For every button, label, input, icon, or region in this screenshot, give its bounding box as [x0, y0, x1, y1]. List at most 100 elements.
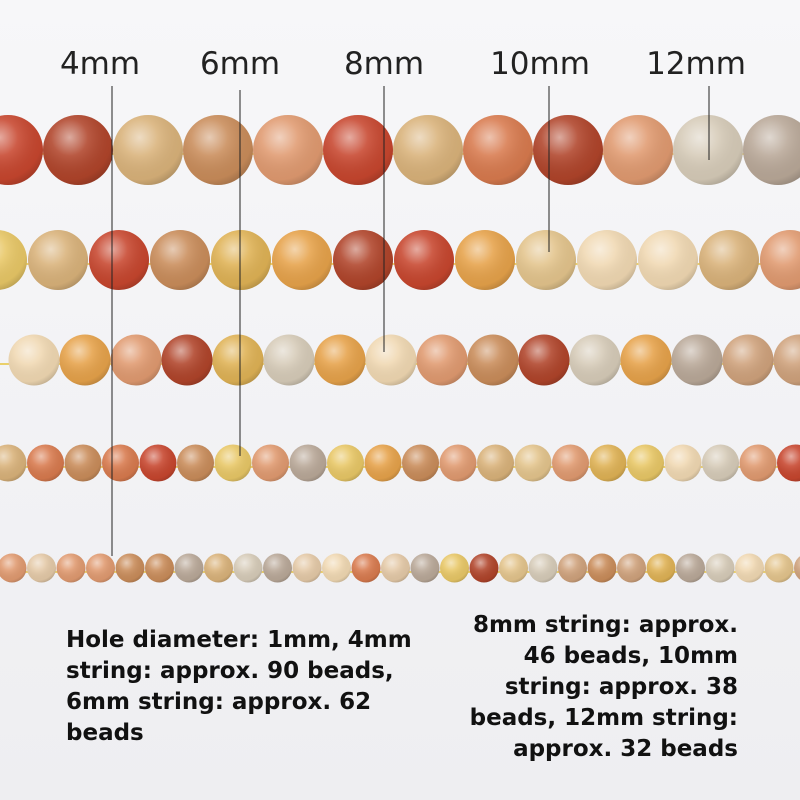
- bead-shine: [263, 334, 315, 386]
- text-line: string: approx. 38: [505, 674, 738, 700]
- bead-shine: [603, 115, 673, 185]
- text-line: beads: [66, 720, 144, 746]
- bead-shine: [161, 334, 213, 386]
- bead-shine: [402, 444, 439, 482]
- bead-shine: [676, 553, 705, 583]
- bead-shine: [467, 334, 519, 386]
- bead-shine: [735, 553, 764, 583]
- bead-shine: [214, 444, 252, 482]
- bead-shine: [410, 553, 440, 583]
- bead-shine: [43, 115, 113, 185]
- bead-shine: [760, 230, 800, 290]
- bead-shine: [364, 444, 402, 482]
- text-line: 8mm string: approx.: [473, 612, 738, 638]
- bead-shine: [212, 334, 264, 386]
- bead-shine: [381, 553, 410, 583]
- bead-shine: [627, 444, 664, 482]
- bead-shine: [477, 444, 514, 482]
- bead-shine: [499, 553, 528, 583]
- text-line: beads, 12mm string:: [470, 705, 738, 731]
- bead-shine: [56, 553, 86, 583]
- bead-shine: [27, 553, 56, 583]
- left-description: Hole diameter: 1mm, 4mm string: approx. …: [66, 627, 412, 746]
- bead-shine: [743, 115, 800, 185]
- bead-shine: [252, 444, 289, 482]
- bead-shine: [272, 230, 332, 290]
- bead-strings: [0, 115, 800, 583]
- bead-shine: [211, 230, 271, 290]
- bead-shine: [0, 230, 27, 290]
- bead-shine: [552, 444, 589, 482]
- bead-shine: [528, 553, 558, 583]
- bead-shine: [0, 115, 43, 185]
- bead-shine: [455, 230, 515, 290]
- bead-shine: [702, 444, 739, 482]
- right-description: 8mm string: approx. 46 beads, 10mm strin…: [470, 612, 738, 762]
- text-line: string: approx. 90 beads,: [66, 658, 394, 684]
- bead-shine: [322, 553, 351, 583]
- bead-shine: [365, 334, 417, 386]
- bead-shine: [139, 444, 177, 482]
- pointer-lines: [111, 86, 710, 556]
- bead-shine: [533, 115, 603, 185]
- bead-shine: [27, 444, 64, 482]
- bead-shine: [440, 553, 469, 583]
- bead-shine: [416, 334, 468, 386]
- bead-shine: [671, 334, 723, 386]
- bead-shine: [699, 230, 759, 290]
- bead-shine: [327, 444, 364, 482]
- bead-shine: [8, 334, 60, 386]
- bead-shine: [569, 334, 621, 386]
- bead-shine: [617, 553, 646, 583]
- bead-shine: [89, 230, 149, 290]
- bead-shine: [204, 553, 233, 583]
- bead-shine: [0, 444, 27, 482]
- bead-shine: [469, 553, 499, 583]
- bead-shine: [587, 553, 617, 583]
- bead-shine: [722, 334, 774, 386]
- bead-shine: [589, 444, 627, 482]
- bead-shine: [292, 553, 322, 583]
- bead-shine: [233, 553, 263, 583]
- bead-shine: [150, 230, 210, 290]
- bead-shine: [705, 553, 735, 583]
- bead-shine: [289, 444, 327, 482]
- bead-shine: [28, 230, 88, 290]
- bead-shine: [638, 230, 698, 290]
- bead-shine: [351, 553, 381, 583]
- bead-shine: [253, 115, 323, 185]
- bead-shine: [0, 553, 27, 583]
- text-line: 6mm string: approx. 62: [66, 689, 371, 715]
- bead-shine: [393, 115, 463, 185]
- bead-shine: [183, 115, 253, 185]
- bead-shine: [463, 115, 533, 185]
- bead-shine: [263, 553, 292, 583]
- size-label: 10mm: [490, 46, 590, 82]
- size-label: 8mm: [344, 46, 424, 82]
- bead-shine: [145, 553, 174, 583]
- bead-shine: [102, 444, 139, 482]
- bead-shine: [439, 444, 477, 482]
- bead-shine: [764, 553, 794, 583]
- bead-shine: [110, 334, 162, 386]
- size-label: 6mm: [200, 46, 280, 82]
- bead-shine: [514, 444, 552, 482]
- bead-shine: [86, 553, 115, 583]
- bead-shine: [794, 556, 800, 580]
- bead-shine: [773, 334, 800, 386]
- bead-shine: [664, 444, 702, 482]
- bead-shine: [64, 444, 102, 482]
- bead-shine: [174, 553, 204, 583]
- bead-shine: [516, 230, 576, 290]
- bead-shine: [646, 553, 676, 583]
- text-line: approx. 32 beads: [513, 736, 738, 762]
- bead-shine: [518, 334, 570, 386]
- bead-shine: [59, 334, 111, 386]
- bead-shine: [314, 334, 366, 386]
- bead-shine: [620, 334, 672, 386]
- size-label: 12mm: [646, 46, 746, 82]
- bead-shine: [177, 444, 214, 482]
- bead-shine: [115, 553, 145, 583]
- bead-shine: [577, 230, 637, 290]
- text-line: 46 beads, 10mm: [524, 643, 738, 669]
